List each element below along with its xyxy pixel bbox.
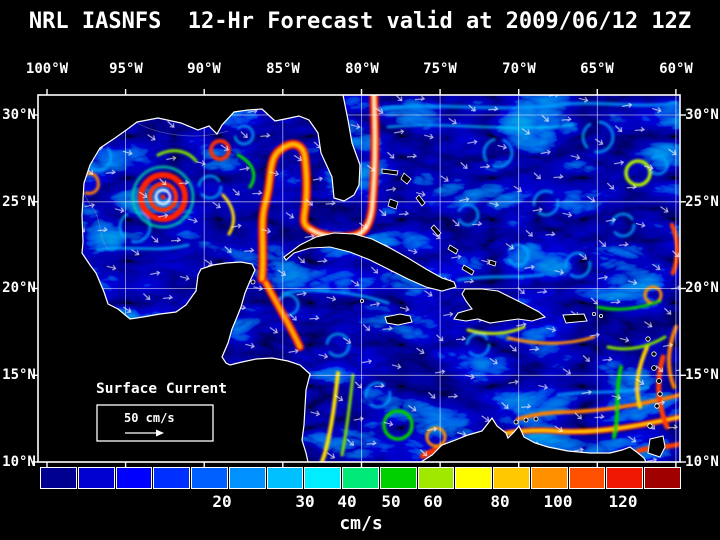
lon-label: 95°W (109, 61, 143, 77)
colorbar-tick-label: 50 (381, 492, 401, 511)
lat-label: 30°N (685, 107, 719, 123)
colorbar-tick-label: 40 (337, 492, 357, 511)
colorbar-cell (379, 467, 417, 489)
colorbar-tick-label: 120 (608, 492, 638, 511)
lon-label: 75°W (423, 61, 457, 77)
lon-label: 90°W (187, 61, 221, 77)
lon-label: 60°W (659, 61, 693, 77)
landmasses (38, 95, 666, 462)
lon-label: 70°W (502, 61, 536, 77)
island-hispaniola (453, 288, 547, 324)
lat-label: 30°N (2, 107, 36, 123)
colorbar-cell (153, 467, 191, 489)
lat-label: 25°N (685, 194, 719, 210)
map-frame (37, 94, 681, 463)
island-trinidad (647, 435, 666, 458)
colorbar-cell (228, 467, 266, 489)
scale-label: 50 cm/s (124, 411, 175, 425)
bahamas-islands (381, 168, 497, 276)
island-cuba (283, 232, 457, 292)
island-puerto-rico (562, 313, 588, 324)
coastline-north-america (81, 95, 361, 462)
colorbar-cell (606, 467, 644, 489)
lat-label: 10°N (2, 454, 36, 470)
lat-label: 25°N (2, 194, 36, 210)
colorbar-cell (493, 467, 530, 489)
landmass-north-america (38, 95, 360, 462)
colorbar (40, 467, 682, 489)
colorbar-cell (417, 467, 455, 489)
lon-label: 80°W (345, 61, 379, 77)
colorbar-cell (40, 467, 77, 489)
colorbar-cell (530, 467, 568, 489)
lat-label: 20°N (2, 280, 36, 296)
colorbar-tick-label: 60 (423, 492, 443, 511)
plot-title: NRL IASNFS 12-Hr Forecast valid at 2009/… (28, 9, 692, 34)
colorbar-cell (266, 467, 304, 489)
lon-label: 65°W (580, 61, 614, 77)
lat-label: 20°N (685, 280, 719, 296)
colorbar-cell (568, 467, 606, 489)
colorbar-cell (191, 467, 228, 489)
colorbar-tick-label: 80 (490, 492, 510, 511)
colorbar-unit: cm/s (339, 513, 383, 534)
lon-label: 85°W (266, 61, 300, 77)
landmass-south-america (421, 418, 646, 462)
legend-title: Surface Current (96, 381, 227, 397)
colorbar-tick-label: 100 (543, 492, 573, 511)
lon-label: 100°W (25, 61, 69, 77)
lesser-antilles (250, 279, 663, 429)
colorbar-cell (644, 467, 682, 489)
scale-box (96, 404, 214, 442)
scale-arrow (125, 429, 164, 437)
colorbar-cell (115, 467, 153, 489)
island-jamaica (384, 313, 413, 326)
lat-label: 15°N (2, 367, 36, 383)
coastline-south-america (420, 416, 647, 462)
colorbar-cell (304, 467, 342, 489)
lat-label: 15°N (685, 367, 719, 383)
colorbar-cell (455, 467, 493, 489)
colorbar-cell (342, 467, 379, 489)
lat-label: 10°N (685, 454, 719, 470)
map-canvas: Surface Current 50 cm/s (32, 89, 686, 468)
colorbar-tick-label: 30 (295, 492, 315, 511)
colorbar-cell (77, 467, 115, 489)
colorbar-tick-label: 20 (212, 492, 232, 511)
